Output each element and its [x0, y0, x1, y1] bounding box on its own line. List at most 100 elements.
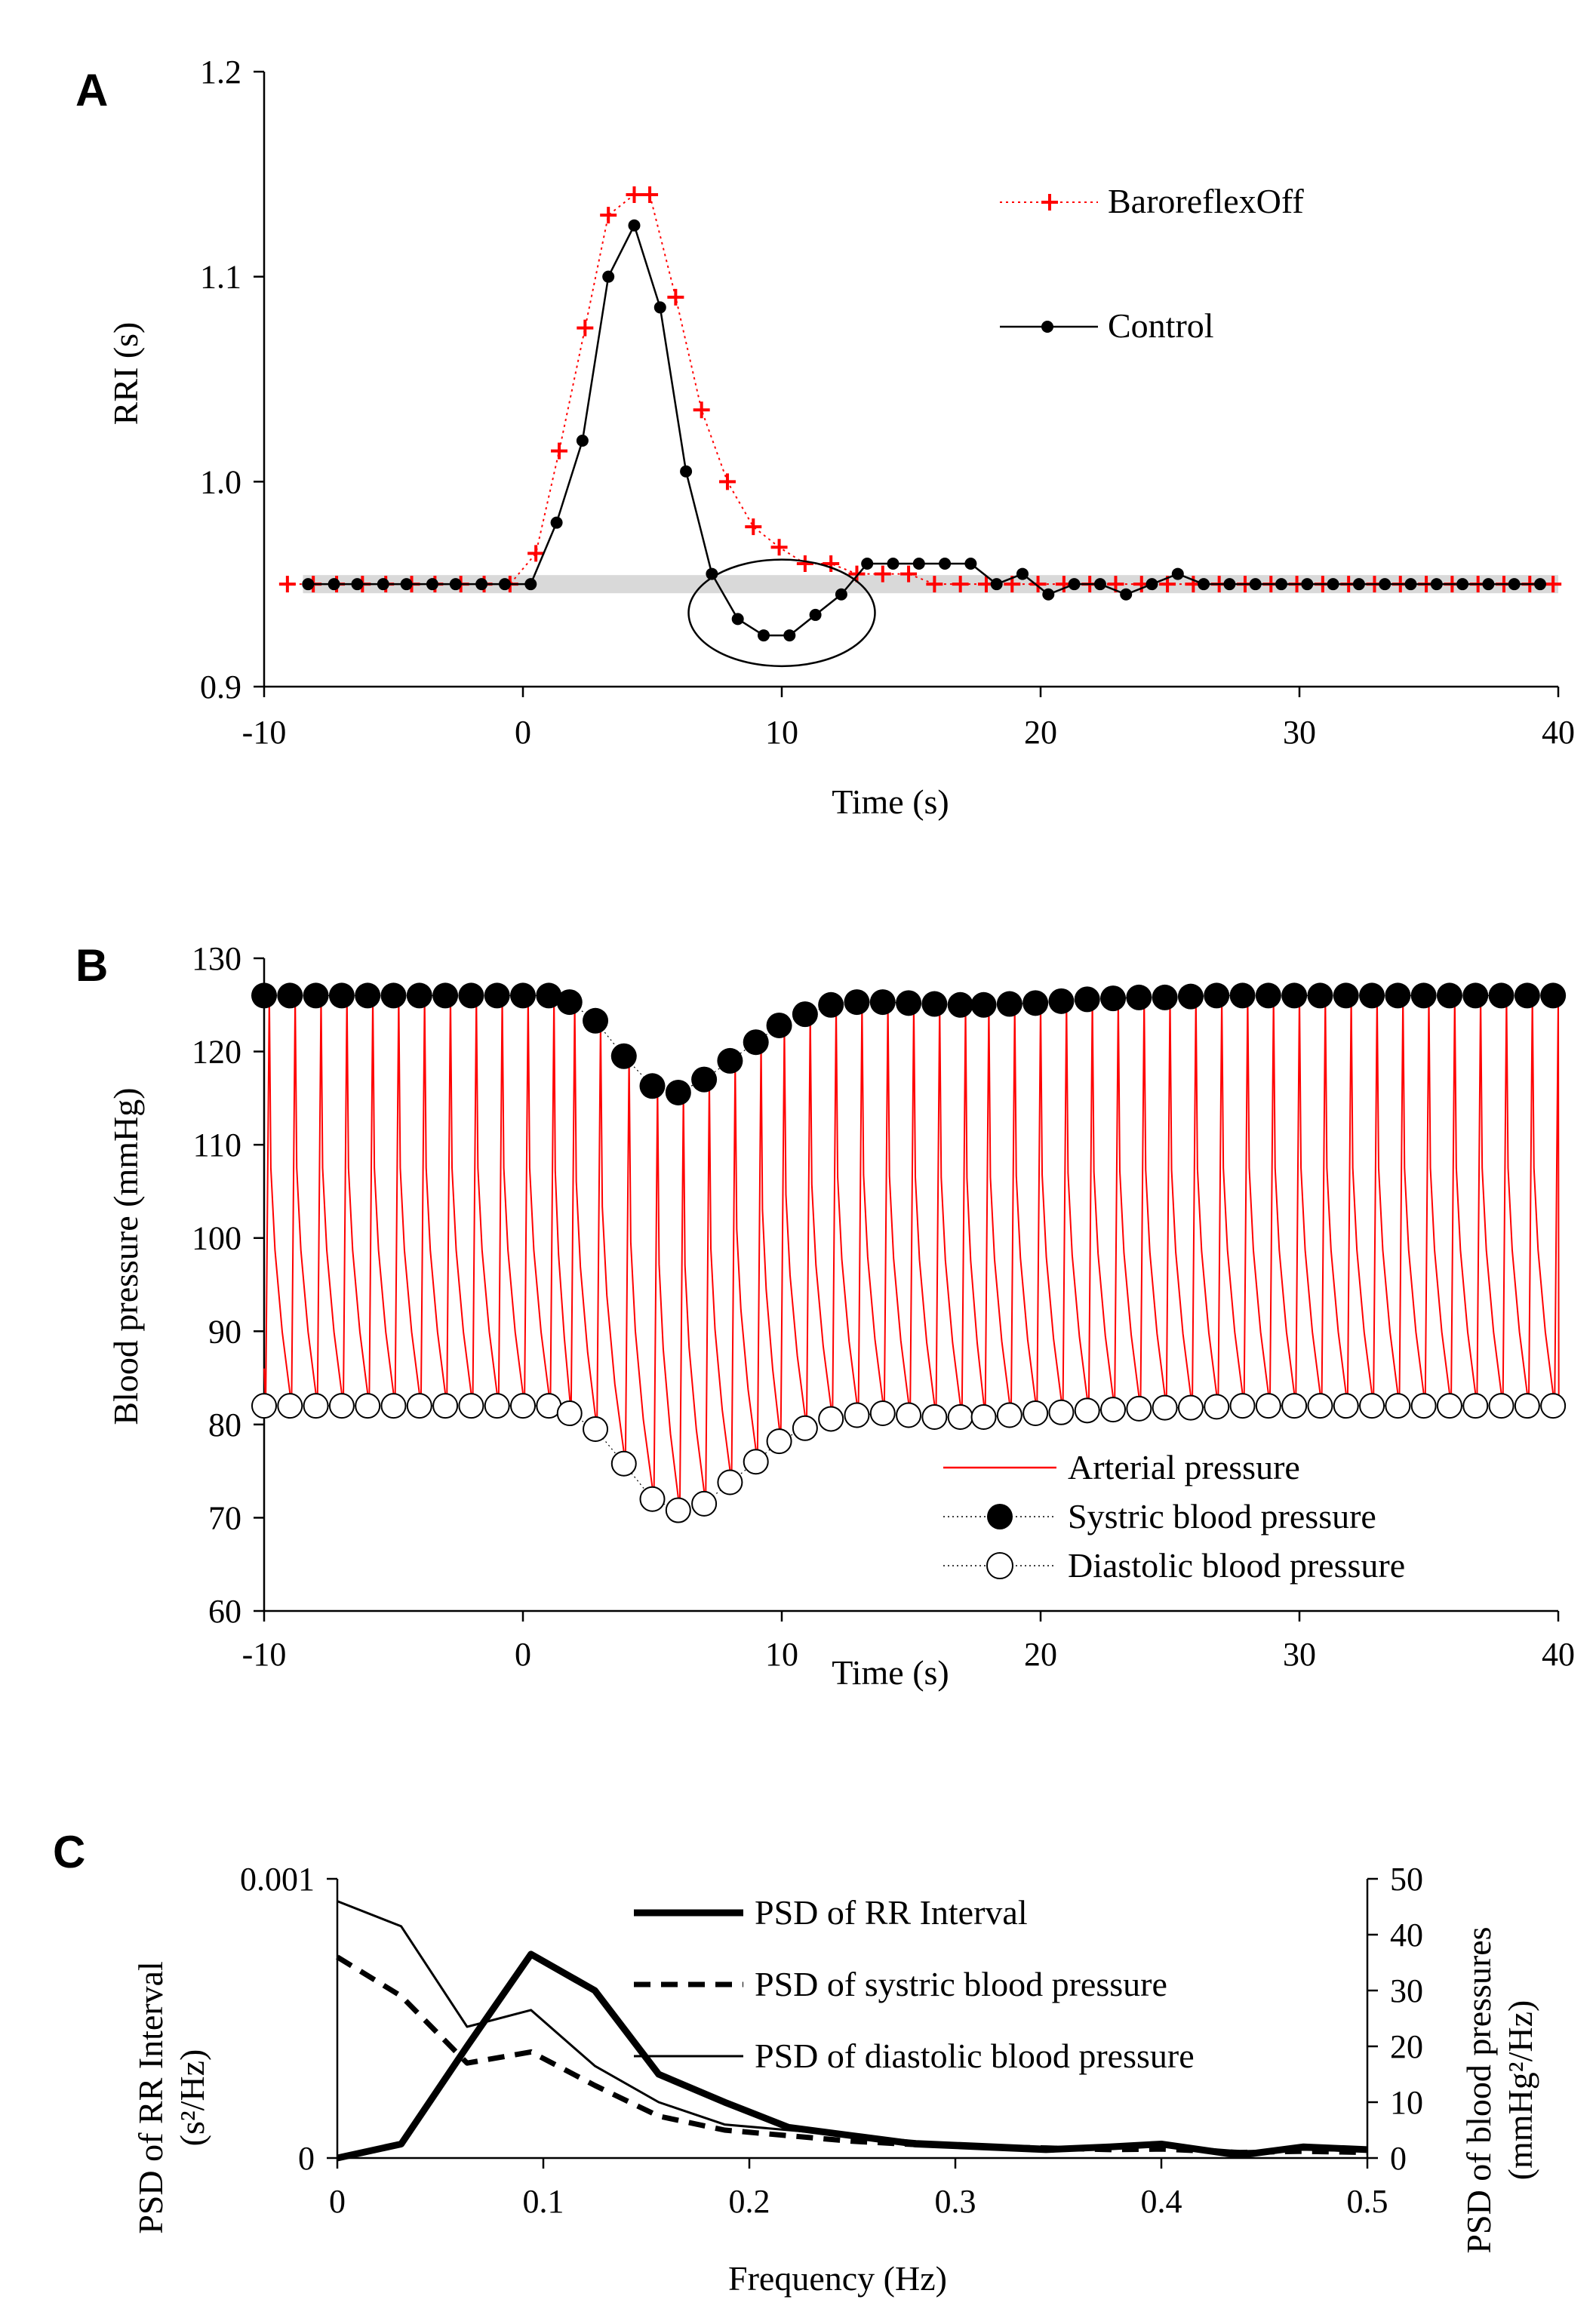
control-point: [426, 578, 438, 591]
diastolic-point: [1229, 1393, 1256, 1419]
panel-b-legend: Arterial pressure Systric blood pressure…: [932, 1434, 1528, 1588]
control-point: [706, 567, 718, 580]
x-tick-label: -10: [242, 1636, 287, 1673]
diastolic-point: [510, 1393, 536, 1419]
legend-baroreflexoff-label: BaroreflexOff: [1108, 182, 1304, 220]
legend-arterial-label: Arterial pressure: [1068, 1448, 1300, 1486]
diastolic-point: [1281, 1393, 1308, 1419]
legend-control-marker: [1041, 321, 1053, 333]
panel-c: C 0 0.001 0 10 20 30 40 50 0 0.1 0.2 0.3 0.4 0.5 PSD …: [53, 1827, 1539, 2298]
panel-b-xlabel: Time (s): [832, 1653, 949, 1692]
x-tick-label: 30: [1283, 714, 1316, 751]
baroreflexoff-point: [527, 545, 545, 562]
panel-c-ylabel-right-2: (mmHg²/Hz): [1501, 2000, 1539, 2181]
diastolic-point: [844, 1402, 870, 1428]
x-tick-label: 30: [1283, 1636, 1316, 1673]
control-point: [1301, 578, 1314, 591]
systolic-point: [1152, 984, 1178, 1010]
diastolic-point: [1100, 1397, 1127, 1423]
control-point: [1171, 567, 1184, 580]
control-point: [1482, 578, 1495, 591]
control-point: [1327, 578, 1339, 591]
panel-a-xlabel: Time (s): [832, 782, 949, 821]
control-point: [1456, 578, 1469, 591]
systolic-point: [792, 1001, 818, 1028]
diastolic-point: [766, 1428, 792, 1455]
panel-b: B 60 70 80 90 100 110 120 130 -10 0 10 20 30 40 Blood…: [75, 940, 1575, 1692]
x-tick-label: -10: [242, 714, 287, 751]
control-point: [302, 578, 315, 591]
legend-systolic-label: Systric blood pressure: [1068, 1497, 1376, 1536]
control-point: [835, 588, 847, 601]
control-point: [1223, 578, 1236, 591]
panel-c-ylabel-right-1: PSD of blood pressures: [1459, 1926, 1498, 2253]
baroreflexoff-point: [848, 565, 866, 583]
baroreflexoff-point: [796, 555, 813, 572]
panel-c-label: C: [53, 1827, 85, 1877]
diastolic-point: [1333, 1393, 1359, 1419]
systolic-point: [947, 991, 973, 1018]
control-point: [576, 435, 589, 447]
control-point: [351, 578, 364, 591]
baroreflexoff-point: [278, 576, 296, 593]
panel-c-ylabel-left-1: PSD of RR Interval: [131, 1961, 170, 2234]
legend-systolic-marker: [987, 1504, 1013, 1529]
panel-a-label: A: [75, 65, 108, 115]
legend-baroreflexoff-marker: [1041, 194, 1058, 211]
y-tick-label: 1.0: [200, 463, 241, 500]
arterial-pressure-waveform: [263, 995, 1560, 1511]
diastolic-point: [896, 1402, 922, 1428]
systolic-point: [921, 991, 948, 1017]
systolic-point: [1333, 982, 1359, 1009]
panel-a-ylabel: RRI (s): [106, 322, 145, 426]
y-tick-label: 60: [208, 1593, 241, 1630]
y-tick-label: 80: [208, 1406, 241, 1443]
control-point: [939, 558, 952, 570]
legend-psd-sbp-label: PSD of systric blood pressure: [755, 1965, 1167, 2003]
psd-dbp-line: [337, 1900, 1368, 2153]
control-point: [524, 578, 537, 591]
diastolic-point: [869, 1400, 896, 1427]
y-tick-label: 1.1: [200, 259, 241, 296]
legend-diastolic-marker: [986, 1552, 1013, 1579]
legend-psd-rri-label: PSD of RR Interval: [755, 1893, 1028, 1932]
systolic-point: [1048, 988, 1075, 1014]
y-tick-label: 110: [193, 1127, 241, 1164]
baroreflexoff-line: [287, 194, 1554, 586]
systolic-point: [844, 989, 870, 1016]
control-point: [1093, 578, 1106, 591]
legend-psd-dbp-label: PSD of diastolic blood pressure: [755, 2037, 1195, 2075]
systolic-point: [510, 982, 536, 1009]
diastolic-point: [818, 1406, 844, 1432]
systolic-point: [1229, 982, 1256, 1009]
right-y-tick-label: 20: [1390, 2028, 1423, 2065]
systolic-point: [432, 982, 459, 1009]
y-tick-label: 70: [208, 1499, 241, 1536]
diastolic-point: [1359, 1393, 1385, 1419]
control-point: [602, 270, 615, 283]
control-point: [377, 578, 389, 591]
systolic-point: [583, 1007, 609, 1034]
diastolic-point: [355, 1393, 381, 1419]
control-point: [498, 578, 511, 591]
control-point: [475, 578, 488, 591]
baroreflexoff-point: [900, 565, 918, 583]
systolic-point: [1488, 982, 1515, 1009]
systolic-point: [1514, 982, 1540, 1009]
x-tick-label: 10: [765, 1636, 798, 1673]
control-line: [308, 224, 1540, 637]
systolic-point: [328, 982, 355, 1009]
diastolic-point: [1255, 1393, 1281, 1419]
diastolic-point: [303, 1393, 329, 1419]
systolic-point: [766, 1012, 792, 1038]
diastolic-point: [970, 1403, 997, 1430]
diastolic-point: [717, 1469, 743, 1496]
baroreflexoff-point: [667, 288, 684, 306]
systolic-point: [970, 991, 997, 1018]
control-point: [1379, 578, 1392, 591]
x-tick-label: 0: [515, 1636, 531, 1673]
x-tick-label: 0.2: [729, 2183, 770, 2220]
diastolic-point: [380, 1393, 407, 1419]
control-point: [990, 578, 1003, 591]
diastolic-point: [1126, 1395, 1152, 1422]
